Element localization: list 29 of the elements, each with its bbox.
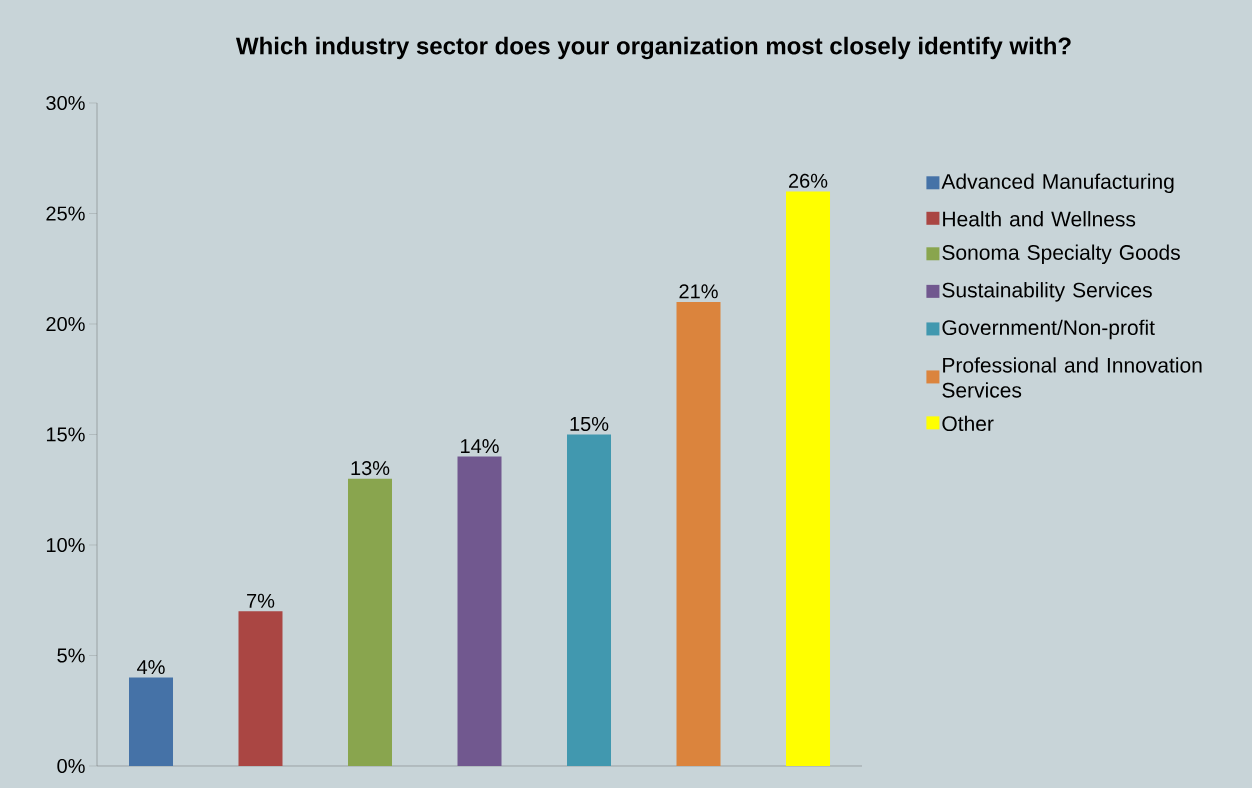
bar: [567, 434, 612, 766]
chart-title: Which industry sector does your organization most closely identify with?: [235, 36, 1071, 60]
data-label: 21%: [679, 284, 718, 299]
bar: [786, 191, 831, 766]
data-label: 7%: [247, 593, 275, 608]
y-tick-label: 25%: [46, 206, 85, 221]
data-label: 13%: [351, 461, 390, 476]
legend-label: Sonoma Specialty Goods: [942, 244, 1180, 265]
legend-label: Professional and Innovation Services: [942, 357, 1202, 398]
bar: [457, 456, 502, 766]
legend-label: Sustainability Services: [942, 282, 1152, 302]
bar: [129, 677, 174, 766]
data-label: 14%: [461, 439, 499, 454]
bar: [348, 478, 393, 766]
legend-label: Other: [942, 415, 994, 432]
y-tick-label: 15%: [46, 427, 85, 442]
y-tick-label: 10%: [46, 537, 85, 553]
data-label: 4%: [137, 660, 165, 675]
y-tick-label: 20%: [46, 316, 85, 332]
y-tick-label: 0%: [57, 758, 85, 774]
legend-label: Advanced Manufacturing: [941, 173, 1174, 194]
y-tick-label: 30%: [46, 95, 85, 111]
data-label: 15%: [570, 416, 609, 431]
legend-label: Health and Wellness: [943, 211, 1136, 227]
data-label: 26%: [789, 173, 828, 188]
bar: [676, 301, 721, 766]
bar: [238, 611, 283, 766]
y-tick-label: 5%: [57, 648, 85, 663]
legend-label: Government/Non-profit: [942, 319, 1155, 340]
